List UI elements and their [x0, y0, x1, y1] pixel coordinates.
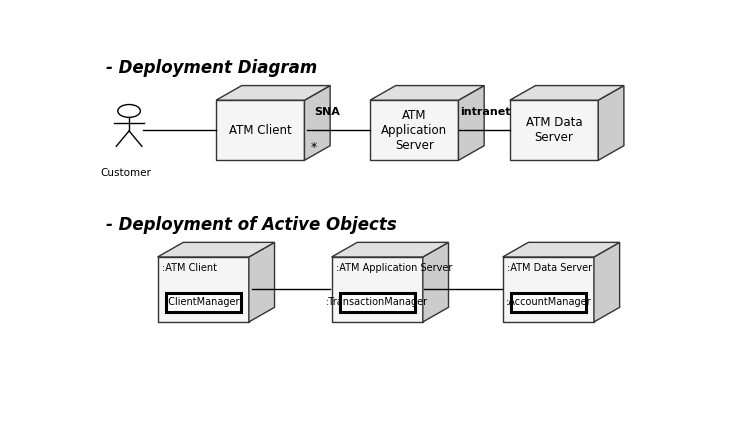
- FancyBboxPatch shape: [511, 293, 586, 312]
- FancyBboxPatch shape: [166, 293, 241, 312]
- Polygon shape: [422, 242, 448, 322]
- Polygon shape: [158, 257, 249, 322]
- Polygon shape: [370, 86, 484, 100]
- Polygon shape: [503, 257, 594, 322]
- Polygon shape: [459, 86, 484, 160]
- Text: ATM Data
Server: ATM Data Server: [526, 116, 582, 144]
- Polygon shape: [503, 242, 620, 257]
- Text: - Deployment Diagram: - Deployment Diagram: [106, 59, 317, 77]
- Polygon shape: [598, 86, 624, 160]
- Text: :AccountManager: :AccountManager: [506, 298, 591, 308]
- Text: :TransactionManager: :TransactionManager: [326, 298, 428, 308]
- Polygon shape: [370, 100, 459, 160]
- Text: :ATM Client: :ATM Client: [162, 263, 217, 273]
- Polygon shape: [305, 86, 330, 160]
- Text: :ATM Data Server: :ATM Data Server: [507, 263, 592, 273]
- Text: intranet: intranet: [460, 107, 510, 117]
- FancyBboxPatch shape: [340, 293, 414, 312]
- Polygon shape: [158, 242, 275, 257]
- Polygon shape: [216, 100, 305, 160]
- Polygon shape: [510, 100, 598, 160]
- Polygon shape: [331, 242, 448, 257]
- Text: ATM
Application
Server: ATM Application Server: [381, 109, 447, 152]
- Text: ATM Client: ATM Client: [229, 124, 291, 137]
- Polygon shape: [249, 242, 275, 322]
- Text: *: *: [310, 141, 316, 154]
- Text: Customer: Customer: [101, 168, 152, 178]
- Polygon shape: [510, 86, 624, 100]
- Polygon shape: [331, 257, 422, 322]
- Text: - Deployment of Active Objects: - Deployment of Active Objects: [106, 216, 397, 234]
- Text: :ATM Application Server: :ATM Application Server: [336, 263, 453, 273]
- Text: SNA: SNA: [314, 107, 340, 117]
- Polygon shape: [216, 86, 330, 100]
- Polygon shape: [594, 242, 620, 322]
- Text: :ClientManager: :ClientManager: [166, 298, 241, 308]
